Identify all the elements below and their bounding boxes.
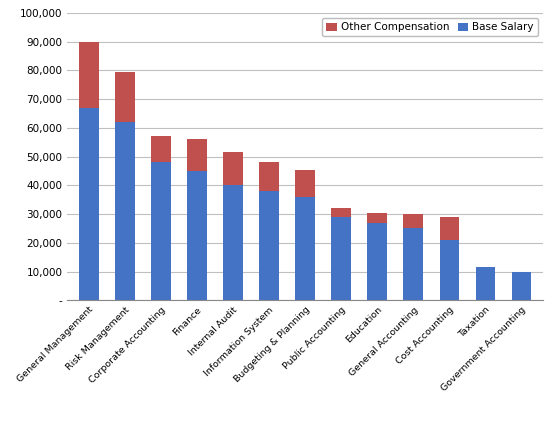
- Bar: [295, 169, 315, 197]
- Bar: [79, 42, 99, 108]
- Bar: [187, 139, 207, 171]
- Bar: [403, 214, 423, 228]
- Bar: [259, 162, 279, 191]
- Bar: [79, 108, 99, 300]
- Bar: [512, 272, 531, 300]
- Legend: Other Compensation, Base Salary: Other Compensation, Base Salary: [322, 18, 538, 36]
- Bar: [367, 223, 387, 300]
- Bar: [115, 72, 135, 122]
- Bar: [440, 240, 459, 300]
- Bar: [115, 122, 135, 300]
- Bar: [332, 208, 351, 217]
- Bar: [403, 228, 423, 300]
- Bar: [187, 171, 207, 300]
- Bar: [223, 185, 243, 300]
- Bar: [475, 267, 496, 300]
- Bar: [223, 152, 243, 185]
- Bar: [332, 217, 351, 300]
- Bar: [259, 191, 279, 300]
- Bar: [151, 136, 171, 162]
- Bar: [440, 217, 459, 240]
- Bar: [151, 162, 171, 300]
- Bar: [367, 213, 387, 223]
- Bar: [295, 197, 315, 300]
